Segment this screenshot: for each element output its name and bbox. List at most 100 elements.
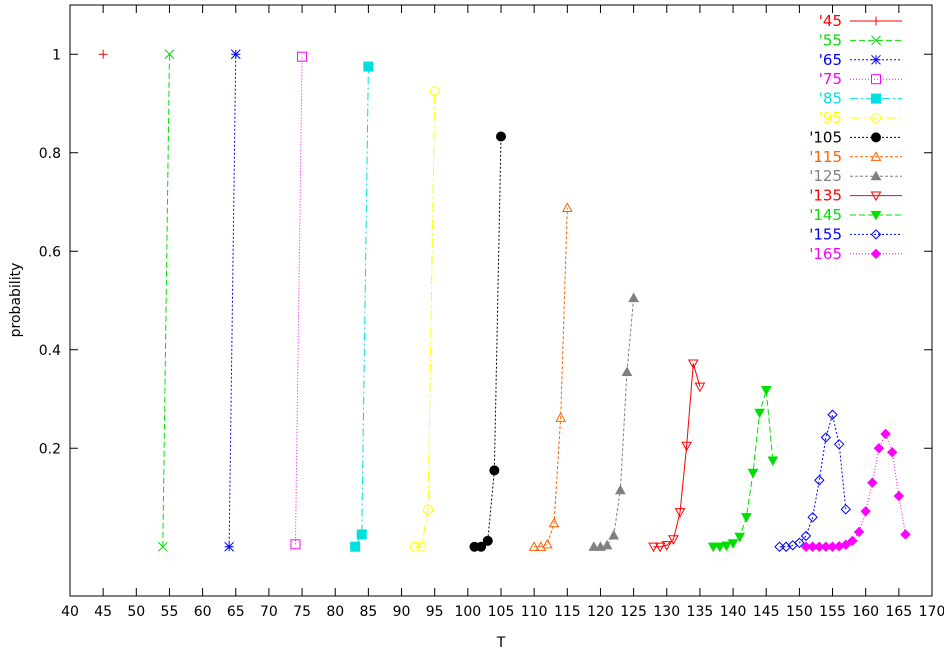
data-point-marker: [853, 526, 865, 538]
series-55: [157, 49, 175, 552]
data-point-marker: [535, 541, 547, 551]
data-point-marker: [654, 542, 666, 553]
data-point-marker: [98, 49, 108, 59]
data-point-marker: [887, 446, 898, 458]
data-point-marker: [860, 506, 871, 517]
series-line: [414, 91, 436, 548]
data-point-marker: [423, 504, 434, 515]
series-45: [98, 49, 108, 59]
data-point-marker: [356, 529, 367, 540]
series-125: [588, 292, 639, 551]
legend-label: '145: [809, 206, 842, 224]
y-tick-label: 0.6: [39, 244, 61, 260]
data-point-marker: [429, 86, 440, 97]
y-tick-label: 0.2: [39, 441, 61, 457]
legend-label: '95: [819, 109, 842, 127]
data-point-marker: [489, 465, 500, 476]
x-tick-label: 110: [521, 604, 548, 620]
x-tick-label: 135: [687, 604, 714, 620]
data-point-marker: [290, 539, 301, 550]
data-point-marker: [648, 542, 659, 553]
legend-label: '105: [809, 128, 842, 146]
data-point-marker: [687, 359, 699, 370]
data-point-marker: [870, 210, 882, 221]
data-point-marker: [900, 529, 911, 540]
x-tick-label: 40: [61, 604, 79, 620]
series-165: [800, 428, 911, 552]
data-point-marker: [840, 539, 852, 550]
series-95: [409, 86, 440, 552]
y-axis-ticks: 0.2 0.4 0.6 0.8 1: [39, 47, 932, 457]
data-point-marker: [867, 477, 878, 488]
data-point-marker: [747, 468, 759, 479]
data-point-marker: [164, 49, 175, 60]
legend-label: '115: [809, 148, 842, 166]
series-155: [774, 409, 852, 552]
x-tick-label: 160: [852, 604, 879, 620]
data-point-marker: [528, 541, 540, 551]
data-point-marker: [694, 382, 706, 393]
x-tick-label: 45: [94, 604, 112, 620]
plot-area-frame: [69, 4, 933, 597]
data-point-marker: [561, 202, 573, 213]
data-point-marker: [800, 530, 812, 542]
data-point-marker: [628, 292, 639, 303]
data-point-marker: [871, 132, 881, 143]
data-point-marker: [871, 35, 881, 46]
data-point-marker: [871, 54, 881, 65]
legend-label: '65: [819, 51, 842, 69]
data-point-marker: [893, 490, 905, 502]
data-point-marker: [714, 542, 726, 553]
data-point-marker: [409, 541, 420, 552]
data-point-marker: [496, 131, 506, 142]
x-tick-label: 85: [359, 604, 377, 620]
x-tick-label: 170: [919, 604, 944, 620]
data-point-marker: [840, 504, 852, 515]
data-point-marker: [224, 541, 234, 552]
legend-label: '155: [809, 225, 842, 243]
x-tick-label: 100: [454, 604, 481, 620]
series-75: [290, 51, 308, 550]
data-point-marker: [870, 151, 882, 161]
data-point-marker: [780, 541, 792, 552]
y-tick-label: 0.8: [39, 146, 61, 162]
data-point-marker: [807, 511, 818, 523]
data-point-marker: [794, 537, 805, 549]
data-point-marker: [230, 49, 241, 60]
data-point-marker: [754, 408, 765, 419]
y-axis-label: probability: [8, 263, 24, 338]
x-tick-label: 150: [786, 604, 813, 620]
series-line: [534, 207, 568, 548]
x-tick-label: 95: [426, 604, 444, 620]
series-145: [707, 386, 779, 553]
data-point-marker: [721, 541, 732, 552]
data-point-marker: [363, 61, 374, 72]
data-point-marker: [870, 191, 882, 202]
x-tick-label: 115: [554, 604, 581, 620]
series-65: [224, 49, 241, 552]
y-tick-label: 0.4: [39, 343, 61, 359]
data-point-marker: [661, 541, 673, 551]
data-point-marker: [740, 513, 752, 523]
data-point-marker: [476, 541, 487, 552]
data-point-marker: [588, 541, 600, 551]
series-85: [350, 61, 374, 552]
x-tick-label: 80: [326, 604, 344, 620]
data-point-marker: [601, 539, 613, 550]
data-point-marker: [608, 529, 620, 540]
x-tick-label: 155: [819, 604, 846, 620]
data-point-marker: [350, 541, 361, 552]
series-105: [469, 131, 506, 552]
data-point-marker: [871, 74, 881, 85]
data-point-marker: [297, 51, 308, 62]
x-tick-label: 130: [653, 604, 680, 620]
legend-label: '85: [819, 90, 842, 108]
series-line: [294, 56, 303, 545]
data-point-marker: [814, 475, 825, 486]
x-tick-label: 75: [293, 604, 311, 620]
data-point-marker: [548, 517, 560, 528]
series-line: [162, 54, 170, 547]
x-tick-label: 55: [161, 604, 179, 620]
data-point-marker: [873, 443, 885, 454]
